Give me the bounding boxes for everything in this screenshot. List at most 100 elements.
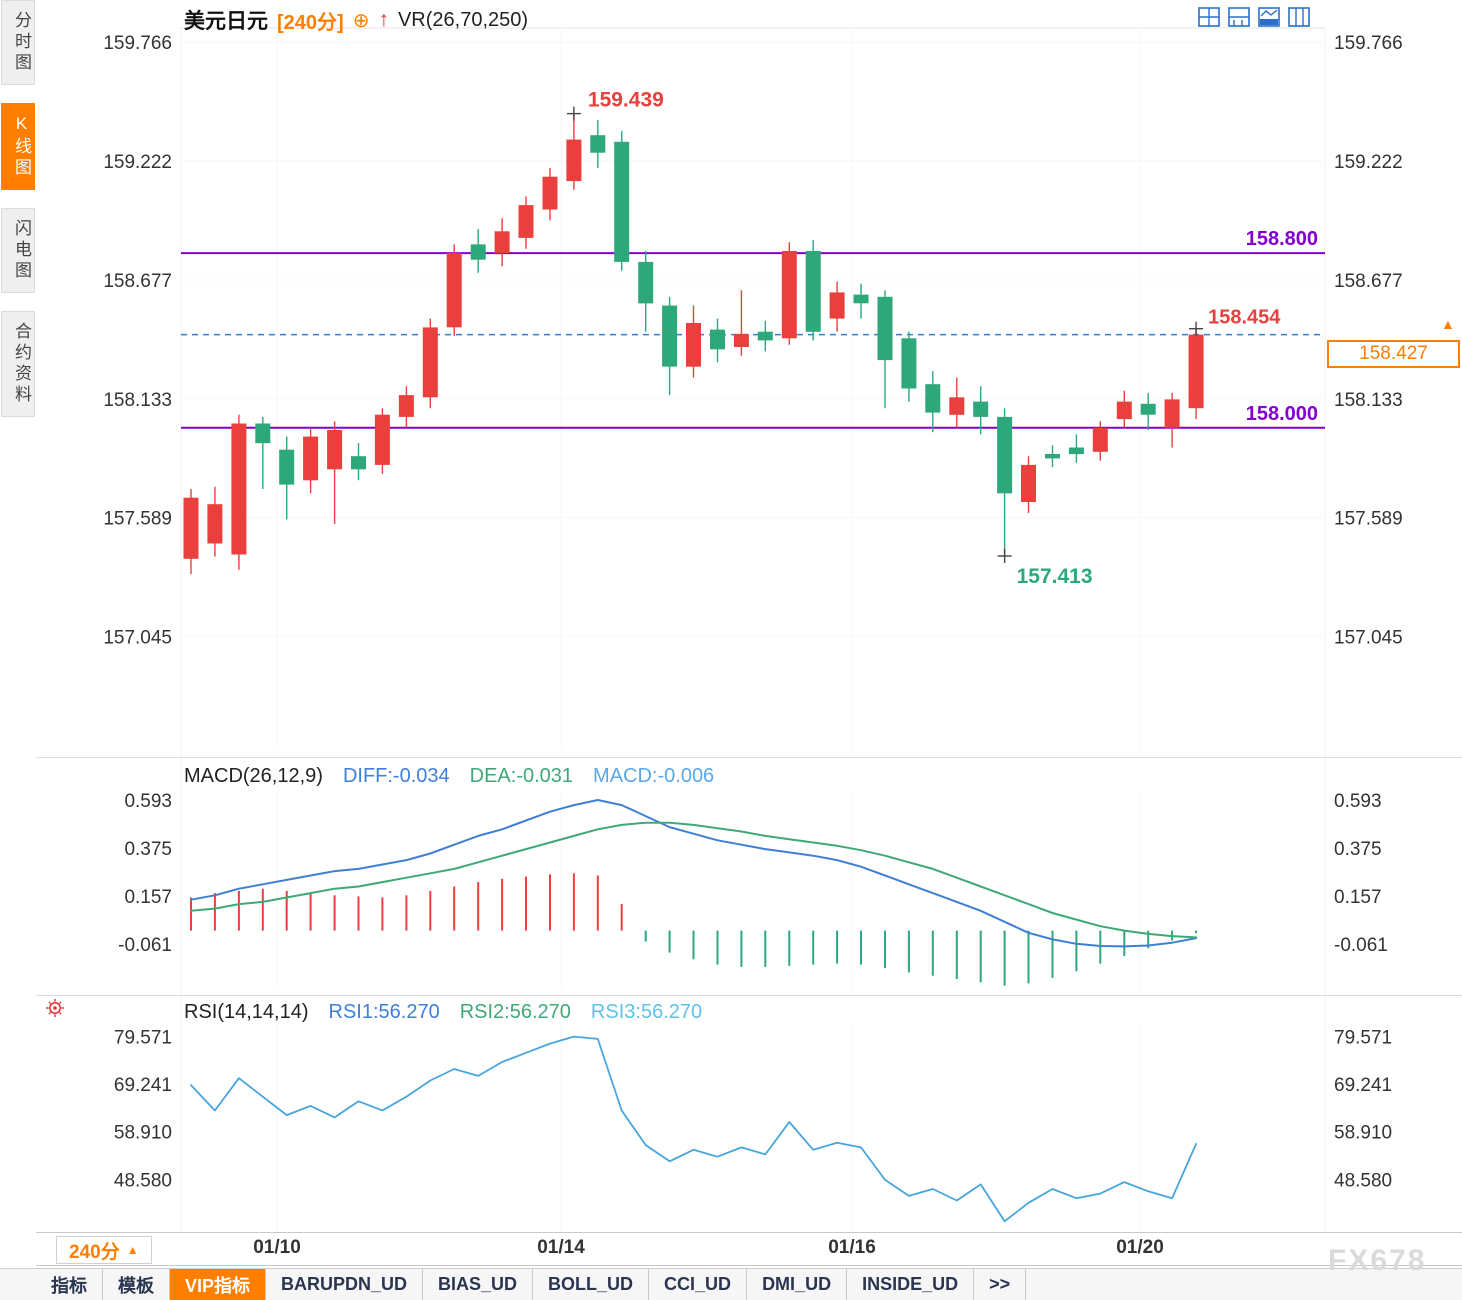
price-tick-right: 159.766 xyxy=(1334,33,1403,54)
candle-body xyxy=(710,329,725,350)
sidebar-tab-3[interactable]: 合约资料 xyxy=(1,311,35,417)
candle-body xyxy=(183,497,199,559)
candle-body xyxy=(279,449,295,485)
candle-body xyxy=(829,292,845,319)
candle-body xyxy=(853,294,869,304)
rsi-tick-left: 58.910 xyxy=(114,1123,172,1144)
sr-line-label: 158.800 xyxy=(1246,228,1318,250)
candle-body xyxy=(757,331,773,341)
candle-body xyxy=(207,504,223,544)
rsi-tick-right: 58.910 xyxy=(1334,1123,1392,1144)
indicator-tab-2[interactable]: VIP指标 xyxy=(170,1269,267,1300)
candle-body xyxy=(1045,454,1060,459)
price-tick-right: 157.045 xyxy=(1334,627,1403,648)
candle-body xyxy=(470,244,486,260)
circle-plus-icon[interactable]: ⊕ xyxy=(352,9,370,32)
candle-body xyxy=(542,176,558,210)
candle-body xyxy=(733,333,749,347)
price-tick-left: 159.766 xyxy=(103,33,172,54)
indicator-tab-1[interactable]: 模板 xyxy=(103,1269,170,1300)
rsi-tick-right: 79.571 xyxy=(1334,1027,1392,1048)
indicator-settings-icon[interactable] xyxy=(45,998,65,1023)
v-split-layout-icon[interactable] xyxy=(1288,6,1310,28)
candle-body xyxy=(590,135,606,153)
macd-dea-line xyxy=(190,821,1198,939)
sr-line-label: 158.000 xyxy=(1246,403,1318,425)
indicator-tab-8[interactable]: INSIDE_UD xyxy=(847,1269,975,1300)
current-price-value: 158.427 xyxy=(1359,343,1428,364)
candle-body xyxy=(1092,427,1108,452)
main-sub-chart-layout-icon[interactable] xyxy=(1258,6,1280,28)
candle-body xyxy=(255,423,271,444)
period-label[interactable]: [240分] xyxy=(277,11,344,34)
price-tick-right: 158.677 xyxy=(1334,271,1403,292)
indicator-tab-0[interactable]: 指标 xyxy=(36,1269,103,1300)
candle-body xyxy=(446,253,462,328)
indicator-tab-9[interactable]: >> xyxy=(974,1269,1027,1300)
rsi-tick-right: 48.580 xyxy=(1334,1170,1392,1191)
candle-body xyxy=(949,397,965,415)
x-axis-date: 01/10 xyxy=(253,1237,301,1258)
candle-body xyxy=(303,436,319,481)
candle-body xyxy=(494,231,510,254)
candle-body xyxy=(374,414,390,465)
price-tick-left: 158.677 xyxy=(103,271,172,292)
macd-tick-right: 0.375 xyxy=(1334,839,1382,860)
candle-body xyxy=(231,423,247,555)
period-selector[interactable]: 240分 ▲ xyxy=(56,1236,152,1264)
macd-dea-value: DEA:-0.031 xyxy=(469,765,574,787)
candle-body xyxy=(422,327,438,398)
price-tick-right: 157.589 xyxy=(1334,509,1403,530)
price-chart-canvas[interactable]: 159.766 159.766 159.222 159.222 158.677 158.6… xyxy=(0,0,1462,1232)
rsi-tick-left: 48.580 xyxy=(114,1170,172,1191)
x-axis-date: 01/14 xyxy=(537,1237,585,1258)
macd-tick-left: 0.593 xyxy=(124,791,172,812)
price-tick-right: 158.133 xyxy=(1334,390,1403,411)
bottom-indicator-toolbar: 指标 模板 VIP指标 BARUPDN_UD BIAS_UD BOLL_UD CCI_UD D… xyxy=(0,1268,1462,1300)
layout-switcher xyxy=(1198,6,1310,28)
price-tick-left: 157.045 xyxy=(103,627,172,648)
indicator-tab-7[interactable]: DMI_UD xyxy=(747,1269,848,1300)
sidebar-tab-0[interactable]: 分时图 xyxy=(1,0,35,85)
macd-header: MACD(26,12,9) DIFF:-0.034 DEA:-0.031 MAC… xyxy=(184,765,714,788)
rsi3-value: RSI3:56.270 xyxy=(590,1001,703,1023)
macd-tick-left: 0.157 xyxy=(124,887,172,908)
indicator-tab-5[interactable]: BOLL_UD xyxy=(533,1269,650,1300)
candle-body xyxy=(925,384,941,413)
macd-tick-left: 0.375 xyxy=(124,839,172,860)
price-up-triangle-icon: ▲ xyxy=(1441,316,1455,332)
macd-tick-left: -0.061 xyxy=(118,935,172,956)
h-split-layout-icon[interactable] xyxy=(1228,6,1250,28)
sidebar-tab-2[interactable]: 闪电图 xyxy=(1,208,35,293)
rsi-header: RSI(14,14,14) RSI1:56.270 RSI2:56.270 RS… xyxy=(184,1001,702,1024)
candle-body xyxy=(1164,399,1180,428)
candle-body xyxy=(1116,401,1132,420)
macd-macd-value: MACD:-0.006 xyxy=(593,765,715,787)
x-axis-date: 01/16 xyxy=(828,1237,876,1258)
candle-body xyxy=(518,205,534,238)
triangle-up-icon: ▲ xyxy=(126,1243,139,1257)
candle-body xyxy=(1021,464,1036,502)
vr-indicator-label: VR(26,70,250) xyxy=(397,8,529,31)
macd-tick-right: -0.061 xyxy=(1334,935,1388,956)
macd-diff-line xyxy=(190,799,1198,948)
macd-name[interactable]: MACD(26,12,9) xyxy=(184,765,323,787)
candle-body xyxy=(1140,403,1156,415)
indicator-tab-4[interactable]: BIAS_UD xyxy=(423,1269,534,1300)
candle-body xyxy=(805,251,821,332)
candle-body xyxy=(781,251,797,339)
rsi1-value: RSI1:56.270 xyxy=(328,1001,440,1023)
price-tick-left: 158.133 xyxy=(103,390,172,411)
candle-body xyxy=(686,323,701,367)
indicator-tab-6[interactable]: CCI_UD xyxy=(649,1269,748,1300)
quad-grid-layout-icon[interactable] xyxy=(1198,6,1220,28)
candle-body xyxy=(997,416,1013,494)
candle-body xyxy=(398,395,414,417)
price-tick-left: 157.589 xyxy=(103,509,172,530)
candle-body xyxy=(351,456,366,470)
sidebar-tab-1[interactable]: K线图 xyxy=(1,103,35,190)
indicator-tab-3[interactable]: BARUPDN_UD xyxy=(266,1269,424,1300)
rsi-name[interactable]: RSI(14,14,14) xyxy=(184,1001,309,1023)
rsi2-value: RSI2:56.270 xyxy=(459,1001,571,1023)
x-axis-row: 240分 ▲ 01/10 01/14 01/16 01/20 xyxy=(36,1232,1462,1266)
